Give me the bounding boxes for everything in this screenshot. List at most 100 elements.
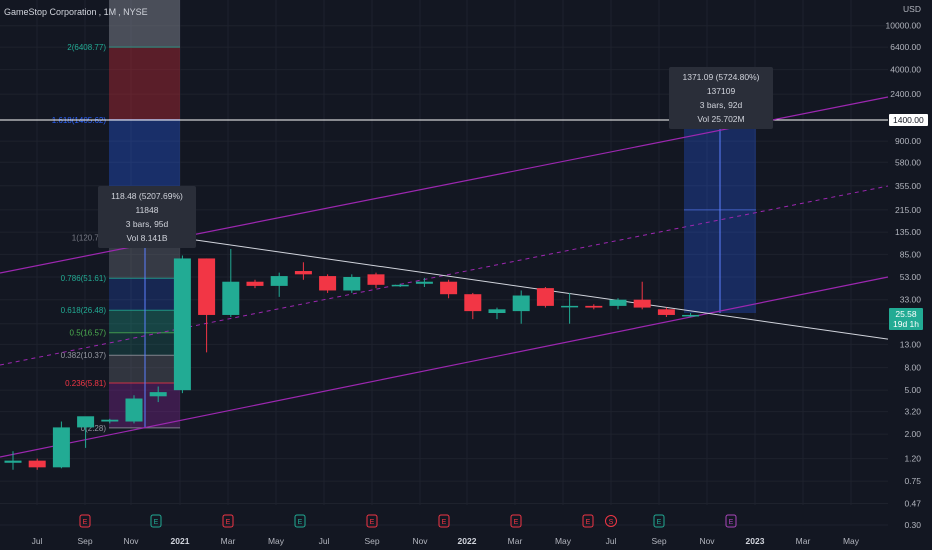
fib-level-label: 0.236(5.81) — [65, 379, 106, 388]
measure-2-change: 1371.09 (5724.80%) 137109 — [682, 72, 760, 96]
last-price: 25.58 — [895, 309, 917, 319]
fib-level-label: 0.786(51.61) — [61, 274, 107, 283]
x-tick-label: Jul — [606, 536, 617, 546]
y-tick-label: 5.00 — [904, 385, 921, 395]
candle-body — [222, 281, 240, 315]
x-tick-label: 2023 — [746, 536, 765, 546]
fib-level-label: 0.5(16.57) — [70, 329, 107, 338]
event-earnings-marker — [294, 514, 306, 528]
event-marker-label: E — [657, 519, 662, 526]
y-tick-label: 33.00 — [900, 295, 922, 305]
y-tick-label: 0.30 — [904, 520, 921, 530]
x-tick-label: Nov — [123, 536, 139, 546]
candle-body — [246, 281, 264, 286]
interval-label: 1M — [103, 7, 117, 17]
measure-box-2: 1371.09 (5724.80%) 137109 3 bars, 92d Vo… — [669, 67, 773, 129]
candle-body — [609, 299, 627, 306]
fib-band — [109, 0, 180, 48]
fib-level-label: 2(6408.77) — [67, 43, 106, 52]
event-earnings-marker — [79, 514, 91, 528]
candle-body — [488, 309, 506, 313]
horizontal-line-price: 1400.00 — [893, 115, 924, 125]
measure-1-volume: Vol 8.141B — [126, 233, 168, 243]
y-tick-label: 53.00 — [900, 272, 922, 282]
candle-body — [464, 294, 482, 312]
x-tick-label: Jul — [32, 536, 43, 546]
event-earnings-marker — [366, 514, 378, 528]
trend-line — [179, 237, 889, 340]
y-tick-label: 85.00 — [900, 249, 922, 259]
fib-level-label: 0.382(10.37) — [61, 351, 107, 360]
channel-median — [0, 185, 889, 366]
candle-body — [367, 274, 385, 285]
candle-body — [633, 299, 651, 308]
x-tick-label: Sep — [651, 536, 666, 546]
fib-level-label: 0.618(26.48) — [61, 306, 107, 315]
candle-body — [657, 309, 675, 315]
candle-body — [536, 288, 554, 306]
measure-2-bars: 3 bars, 92d — [699, 100, 743, 110]
symbol-name: GameStop Corporation — [4, 7, 97, 17]
x-tick-label: 2022 — [458, 536, 477, 546]
y-tick-label: 2.00 — [904, 429, 921, 439]
candle-body — [149, 392, 167, 397]
candle-body — [101, 419, 119, 422]
fib-level-label: 1(120.73) — [72, 234, 107, 243]
candle-body — [682, 314, 700, 317]
candle-body — [512, 295, 530, 312]
y-tick-label: 1.20 — [904, 454, 921, 464]
x-tick-label: Mar — [221, 536, 236, 546]
candle-body — [270, 276, 288, 286]
last-price-tag: 25.58 19d 1h — [889, 308, 923, 330]
measure-1-change: 118.48 (5207.69%) 11848 — [111, 191, 183, 215]
event-earnings-marker — [653, 514, 665, 528]
event-split-marker — [605, 515, 617, 527]
y-tick-label: 900.00 — [895, 136, 921, 146]
candle-body — [173, 258, 191, 391]
y-tick-label: 8.00 — [904, 363, 921, 373]
x-tick-label: Sep — [364, 536, 379, 546]
event-earnings-marker — [150, 514, 162, 528]
event-marker-label: E — [370, 519, 375, 526]
x-tick-label: Nov — [699, 536, 715, 546]
x-tick-label: Mar — [508, 536, 523, 546]
event-earnings-marker — [510, 514, 522, 528]
bar-countdown: 19d 1h — [893, 319, 919, 329]
event-earnings-marker — [438, 514, 450, 528]
y-tick-label: 0.75 — [904, 476, 921, 486]
y-tick-label: 355.00 — [895, 181, 921, 191]
y-tick-label: 0.47 — [904, 499, 921, 509]
measure-2-volume: Vol 25.702M — [697, 114, 745, 124]
candle-body — [391, 284, 409, 287]
fib-level-label: 0(2.28) — [81, 424, 107, 433]
x-tick-label: Jul — [319, 536, 330, 546]
event-marker-label: E — [298, 519, 303, 526]
exchange-label: NYSE — [123, 7, 148, 17]
candle-body — [415, 281, 433, 284]
candle-body — [77, 416, 95, 428]
event-marker-label: E — [514, 519, 519, 526]
measure-1-bars: 3 bars, 95d — [125, 219, 169, 229]
candle-body — [198, 258, 216, 315]
y-tick-label: 135.00 — [895, 227, 921, 237]
x-tick-label: 2021 — [171, 536, 190, 546]
event-marker-label: E — [586, 519, 591, 526]
y-tick-label: 13.00 — [900, 339, 922, 349]
event-marker-label: E — [442, 519, 447, 526]
y-tick-label: 215.00 — [895, 205, 921, 215]
x-tick-label: May — [555, 536, 572, 546]
x-tick-label: Nov — [412, 536, 428, 546]
candle-body — [4, 460, 22, 463]
candle-body — [52, 427, 70, 468]
y-tick-label: 580.00 — [895, 157, 921, 167]
candle-body — [440, 281, 458, 295]
y-tick-label: 4000.00 — [890, 65, 921, 75]
candle-body — [319, 276, 337, 291]
fib-band — [109, 47, 180, 120]
event-marker-label: E — [83, 519, 88, 526]
event-earnings-marker — [222, 514, 234, 528]
candle-body — [585, 305, 603, 308]
measure-box-1: 118.48 (5207.69%) 11848 3 bars, 95d Vol … — [98, 186, 196, 248]
y-tick-label: 2400.00 — [890, 89, 921, 99]
